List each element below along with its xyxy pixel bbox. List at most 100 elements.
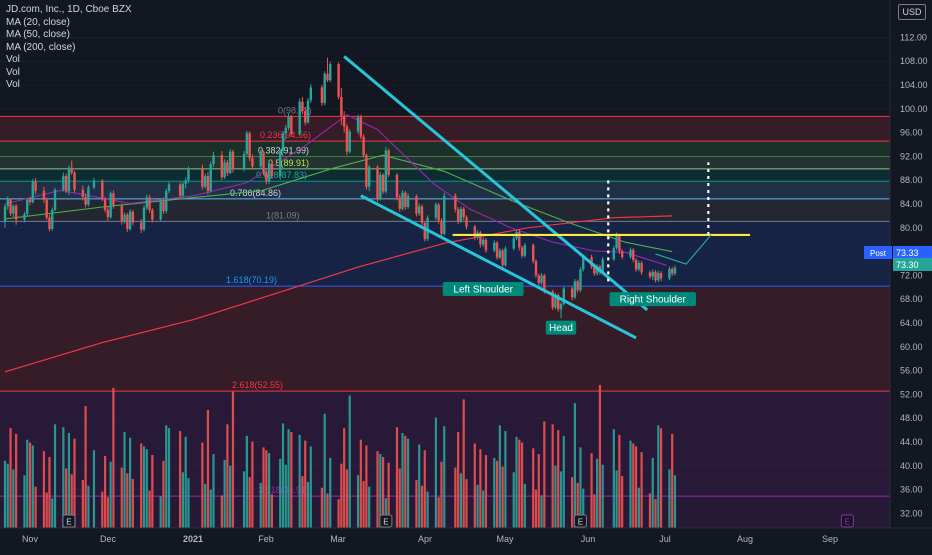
candle-body bbox=[498, 250, 502, 258]
volume-bar bbox=[284, 464, 287, 528]
candle-body bbox=[151, 209, 154, 220]
volume-bar bbox=[459, 473, 463, 528]
volume-bar bbox=[651, 457, 654, 528]
volume-bar bbox=[231, 391, 235, 528]
candle-body bbox=[223, 162, 226, 178]
volume-bar bbox=[395, 427, 399, 528]
pattern-label-box-1[interactable] bbox=[442, 281, 524, 296]
candle-body bbox=[159, 201, 162, 220]
volume-bar bbox=[659, 428, 663, 528]
trendline-2[interactable] bbox=[360, 194, 637, 340]
price-tick-label: 88.00 bbox=[900, 175, 923, 185]
post-market-badge[interactable] bbox=[864, 246, 892, 259]
volume-bar bbox=[226, 424, 229, 528]
volume-bar bbox=[379, 454, 382, 528]
volume-bar bbox=[601, 464, 604, 528]
volume-bar bbox=[398, 468, 401, 528]
volume-bar bbox=[562, 435, 565, 528]
volume-bar bbox=[151, 455, 154, 528]
price-label-value: 73.30 bbox=[896, 260, 919, 270]
volume-bar bbox=[476, 484, 479, 528]
trendline-1[interactable] bbox=[343, 55, 649, 312]
volume-bar bbox=[92, 450, 96, 528]
candle-body bbox=[379, 174, 382, 199]
candle-body bbox=[418, 206, 421, 214]
candle-body bbox=[209, 164, 212, 191]
volume-bar bbox=[298, 434, 301, 528]
indicator-vol-3[interactable]: Vol bbox=[6, 79, 20, 90]
earnings-marker-4[interactable] bbox=[840, 514, 854, 528]
volume-bar bbox=[634, 446, 638, 528]
candle-body bbox=[64, 176, 68, 191]
price-label-box[interactable] bbox=[893, 246, 932, 259]
candle-body bbox=[534, 261, 538, 276]
pattern-label-box-2[interactable] bbox=[545, 320, 577, 335]
candle-body bbox=[131, 211, 135, 223]
volume-bar bbox=[42, 451, 46, 528]
pattern-label-box-3[interactable] bbox=[609, 292, 696, 307]
candle-body bbox=[348, 131, 351, 152]
volume-bar bbox=[520, 442, 524, 528]
volume-bar bbox=[12, 469, 15, 528]
candle-body bbox=[62, 176, 65, 190]
volume-bar bbox=[242, 471, 246, 528]
candle-body bbox=[262, 152, 265, 173]
candle-body bbox=[557, 295, 560, 310]
price-tick-label: 60.00 bbox=[900, 342, 923, 352]
volume-bar bbox=[126, 473, 129, 528]
volume-bar bbox=[142, 446, 146, 528]
candle-body bbox=[384, 150, 388, 192]
volume-bar bbox=[112, 387, 115, 528]
volume-bar bbox=[671, 433, 674, 528]
candle-body bbox=[570, 288, 574, 298]
candle-body bbox=[201, 168, 204, 187]
candle-body bbox=[203, 176, 207, 187]
candle-body bbox=[26, 199, 29, 215]
candle-body bbox=[579, 269, 582, 291]
indicator-ma20[interactable]: MA (20, close) bbox=[6, 16, 70, 28]
candle-body bbox=[267, 163, 271, 182]
volume-bar bbox=[543, 421, 546, 528]
projection-path bbox=[655, 234, 712, 265]
volume-bar bbox=[270, 494, 273, 528]
candle-body bbox=[637, 262, 641, 270]
candle-body bbox=[67, 167, 71, 191]
earnings-marker-label: E bbox=[66, 518, 71, 527]
earnings-marker-2[interactable] bbox=[379, 514, 393, 528]
fib-band-0.5 bbox=[0, 156, 890, 169]
indicator-ma200[interactable]: MA (200, close) bbox=[6, 41, 76, 53]
candle-body bbox=[612, 248, 616, 260]
volume-bar bbox=[501, 466, 504, 528]
volume-bar bbox=[593, 494, 596, 528]
volume-bar bbox=[415, 480, 418, 528]
volume-bar bbox=[70, 474, 73, 528]
currency-button[interactable]: USD bbox=[898, 4, 926, 20]
fib-band-0.618 bbox=[0, 168, 890, 182]
volume-bar bbox=[129, 437, 132, 528]
volume-bar bbox=[326, 493, 329, 528]
volume-bar bbox=[343, 428, 346, 528]
volume-bar bbox=[640, 452, 643, 528]
indicator-ma50[interactable]: MA (50, close) bbox=[6, 29, 70, 40]
candle-body bbox=[73, 172, 76, 190]
indicator-vol-1[interactable]: Vol bbox=[6, 54, 20, 65]
candle-body bbox=[178, 184, 182, 196]
candle-body bbox=[148, 197, 151, 210]
candle-body bbox=[404, 192, 407, 207]
candle-body bbox=[14, 205, 18, 220]
price-tick-label: 108.00 bbox=[900, 56, 928, 66]
symbol-title[interactable]: JD.com, Inc., 1D, Cboe BZX bbox=[6, 4, 132, 15]
candle-body bbox=[87, 187, 90, 205]
price-label-box[interactable] bbox=[893, 258, 932, 271]
volume-bar bbox=[498, 425, 501, 528]
time-tick-label: May bbox=[496, 534, 514, 544]
candle-body bbox=[434, 204, 438, 218]
candle-body bbox=[362, 136, 365, 156]
indicator-vol-2[interactable]: Vol bbox=[6, 66, 20, 78]
candle-body bbox=[212, 155, 215, 165]
volume-bar bbox=[340, 463, 343, 528]
earnings-marker-1[interactable] bbox=[62, 514, 76, 528]
earnings-marker-3[interactable] bbox=[573, 514, 587, 528]
